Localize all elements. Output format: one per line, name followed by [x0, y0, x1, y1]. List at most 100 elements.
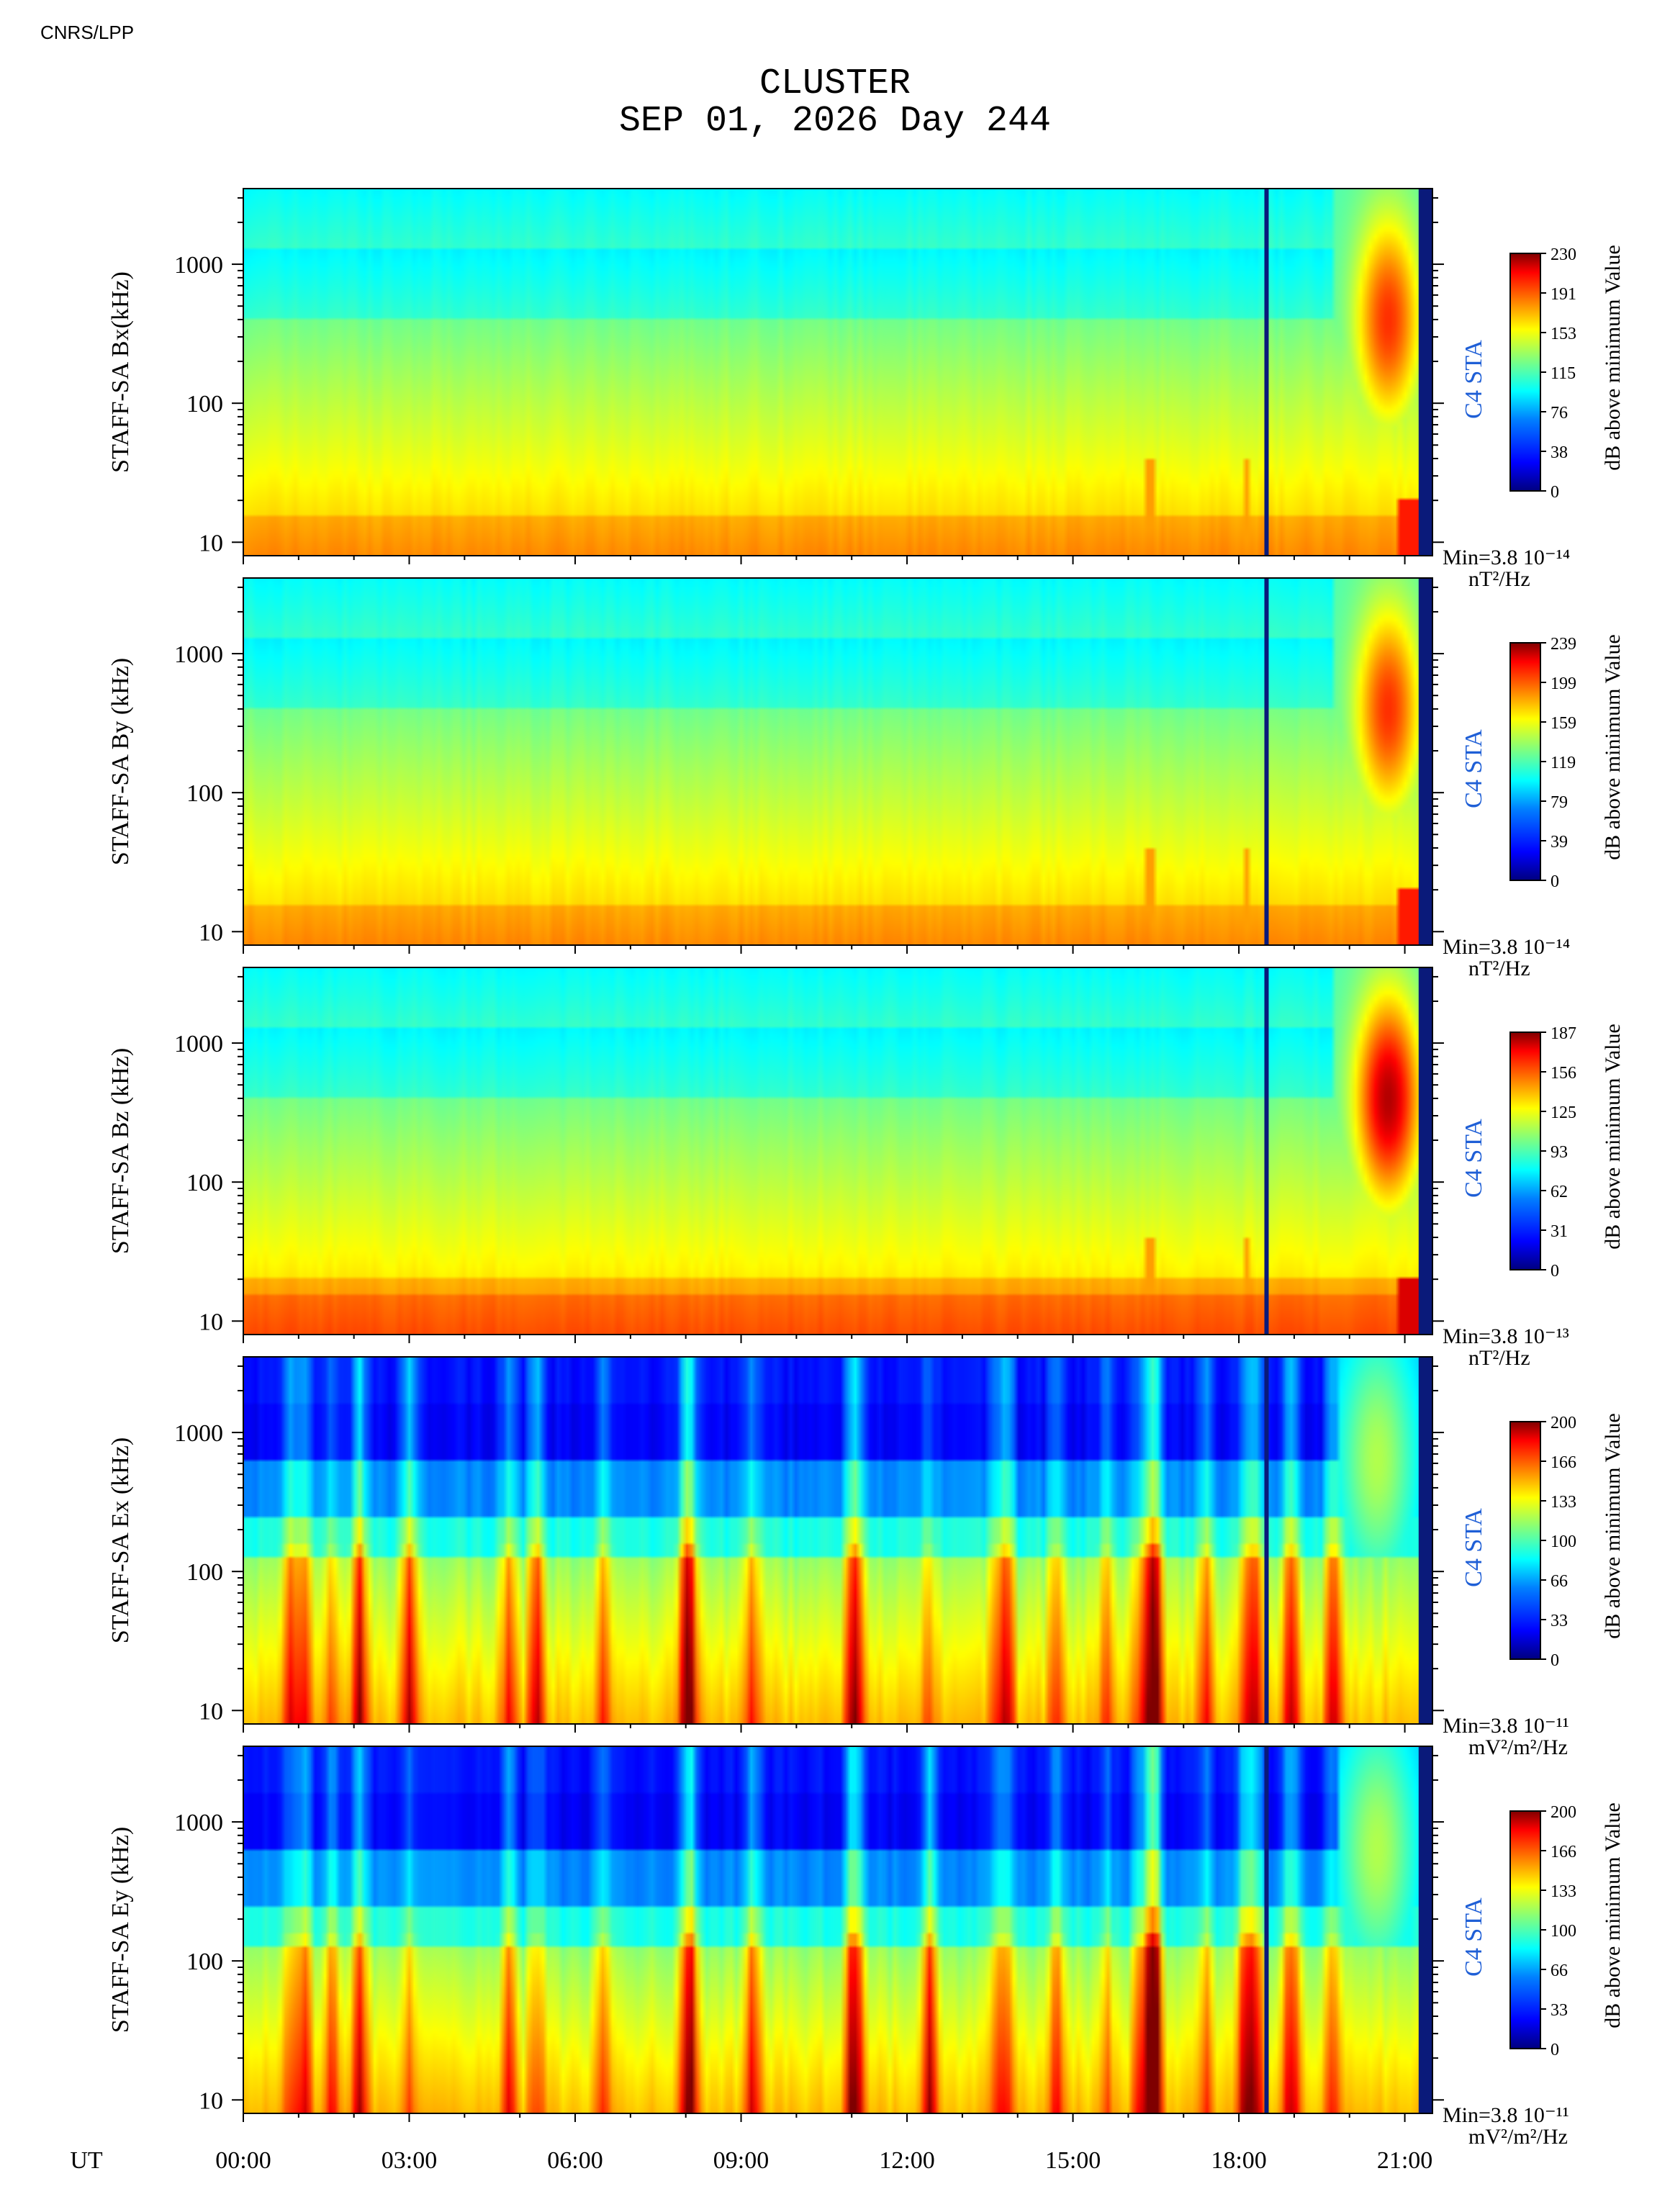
credit-label: CNRS/LPP — [40, 22, 135, 43]
y-axis-label: STAFF-SA Ey (kHz) — [107, 1827, 134, 2033]
y-tick-label: 100 — [186, 1949, 223, 1975]
min-value-label: Min=3.8 10⁻¹⁴ — [1443, 935, 1570, 959]
unit-label: nT²/Hz — [1468, 567, 1530, 591]
colorbar-tick-label: 230 — [1551, 245, 1576, 264]
data-gap-strip — [1418, 578, 1432, 945]
colorbar-tick-label: 66 — [1551, 1962, 1568, 1980]
colorbar-tick-label: 156 — [1551, 1064, 1576, 1083]
colorbar-tick-label: 239 — [1551, 635, 1576, 654]
colorbar-tick-label: 159 — [1551, 714, 1576, 733]
colorbar-tick-label: 39 — [1551, 833, 1568, 852]
y-tick-label: 1000 — [174, 252, 223, 279]
vertical-marker-line — [1264, 967, 1269, 1335]
data-gap-strip — [1418, 967, 1432, 1335]
x-tick-label: 12:00 — [879, 2147, 934, 2174]
colorbar-tick-label: 119 — [1551, 754, 1576, 772]
colorbar-tick-label: 125 — [1551, 1103, 1576, 1122]
colorbar-tick-label: 93 — [1551, 1143, 1568, 1162]
unit-label: nT²/Hz — [1468, 957, 1530, 980]
y-tick-label: 10 — [199, 2087, 223, 2114]
colorbar-tick-label: 33 — [1551, 2001, 1568, 2020]
y-tick-label: 1000 — [174, 1031, 223, 1057]
colorbar-tick-label: 33 — [1551, 1612, 1568, 1630]
colorbar-tick-label: 199 — [1551, 674, 1576, 693]
colorbar-tick-label: 66 — [1551, 1572, 1568, 1591]
colorbar-tick-label: 115 — [1551, 364, 1576, 383]
unit-label: mV²/m²/Hz — [1468, 1735, 1568, 1759]
spacecraft-label: C4 STA — [1461, 340, 1487, 419]
x-tick-label: 21:00 — [1377, 2147, 1432, 2174]
y-tick-label: 1000 — [174, 1420, 223, 1447]
vertical-marker-line — [1264, 189, 1269, 556]
y-tick-label: 100 — [186, 1170, 223, 1196]
panel-frame — [243, 188, 1433, 556]
colorbar-tick-label: 31 — [1551, 1222, 1568, 1241]
spacecraft-label: C4 STA — [1461, 1119, 1487, 1198]
colorbar — [1509, 642, 1541, 881]
colorbar-tick-label: 133 — [1551, 1882, 1576, 1901]
panel-frame — [243, 577, 1433, 946]
unit-label: nT²/Hz — [1468, 1346, 1530, 1370]
colorbar-tick-label: 62 — [1551, 1183, 1568, 1201]
colorbar-tick-label: 38 — [1551, 443, 1568, 462]
colorbar — [1509, 1031, 1541, 1270]
y-axis-label: STAFF-SA Ex (kHz) — [107, 1437, 134, 1643]
y-tick-label: 1000 — [174, 641, 223, 668]
y-tick-label: 10 — [199, 530, 223, 556]
panel-1: 10 100 1000 STAFF-SA Bx(kHz) C4 STA 0 38 76 115 1… — [107, 188, 1625, 591]
y-axis-label: STAFF-SA Bz (kHz) — [107, 1048, 134, 1254]
x-tick-label: 15:00 — [1045, 2147, 1101, 2174]
x-tick-label: 00:00 — [215, 2147, 271, 2174]
spectrogram-image — [243, 1746, 1432, 2113]
colorbar-tick-label: 200 — [1551, 1414, 1576, 1432]
spacecraft-label: C4 STA — [1461, 1897, 1487, 1977]
x-tick-label: 09:00 — [713, 2147, 769, 2174]
colorbar-tick-label: 79 — [1551, 793, 1568, 812]
colorbar-tick-label: 0 — [1551, 1262, 1559, 1281]
colorbar-label: dB above minimum Value — [1601, 634, 1625, 860]
y-tick-label: 100 — [186, 1559, 223, 1586]
vertical-marker-line — [1264, 1357, 1269, 1724]
panel-frame — [243, 1746, 1433, 2114]
colorbar-tick-label: 187 — [1551, 1024, 1576, 1043]
colorbar-label: dB above minimum Value — [1601, 245, 1625, 471]
colorbar-tick-label: 200 — [1551, 1803, 1576, 1822]
colorbar — [1509, 1421, 1541, 1660]
panel-3: 10 100 1000 STAFF-SA Bz (kHz) C4 STA 0 31 62 93 1… — [107, 967, 1625, 1370]
y-tick-label: 10 — [199, 919, 223, 946]
colorbar-tick-label: 0 — [1551, 1651, 1559, 1670]
spectrogram-image — [243, 1357, 1432, 1724]
spectrogram-image — [243, 578, 1432, 945]
colorbar-tick-label: 191 — [1551, 285, 1576, 304]
data-gap-strip — [1418, 1746, 1432, 2113]
min-value-label: Min=3.8 10⁻¹⁴ — [1443, 546, 1570, 569]
x-tick-label: 03:00 — [382, 2147, 437, 2174]
unit-label: mV²/m²/Hz — [1468, 2125, 1568, 2149]
vertical-marker-line — [1264, 1746, 1269, 2113]
panel-frame — [243, 1356, 1433, 1725]
min-value-label: Min=3.8 10⁻¹³ — [1443, 1324, 1569, 1348]
colorbar — [1509, 1810, 1541, 2049]
x-tick-label: 06:00 — [547, 2147, 602, 2174]
colorbar-tick-label: 0 — [1551, 483, 1559, 502]
colorbar-tick-label: 166 — [1551, 1843, 1576, 1861]
spectrogram-image — [243, 967, 1432, 1335]
y-tick-label: 10 — [199, 1309, 223, 1335]
figure-subtitle: SEP 01, 2026 Day 244 — [618, 101, 1052, 142]
panel-4: 10 100 1000 STAFF-SA Ex (kHz) C4 STA 0 33 66 100… — [107, 1356, 1625, 1759]
colorbar-label: dB above minimum Value — [1601, 1024, 1625, 1250]
data-gap-strip — [1418, 189, 1432, 556]
y-tick-label: 100 — [186, 780, 223, 807]
panel-5: 10 100 1000 STAFF-SA Ey (kHz) C4 STA 0 33 66 100… — [107, 1746, 1625, 2149]
x-tick-label: 18:00 — [1211, 2147, 1266, 2174]
panel-frame — [243, 967, 1433, 1335]
min-value-label: Min=3.8 10⁻¹¹ — [1443, 2103, 1569, 2127]
data-gap-strip — [1418, 1357, 1432, 1724]
min-value-label: Min=3.8 10⁻¹¹ — [1443, 1714, 1569, 1738]
spacecraft-label: C4 STA — [1461, 1508, 1487, 1587]
y-axis-label: STAFF-SA By (kHz) — [107, 658, 134, 865]
y-axis-label: STAFF-SA Bx(kHz) — [107, 271, 134, 473]
x-axis-label: UT — [70, 2147, 103, 2174]
y-tick-label: 100 — [186, 391, 223, 417]
